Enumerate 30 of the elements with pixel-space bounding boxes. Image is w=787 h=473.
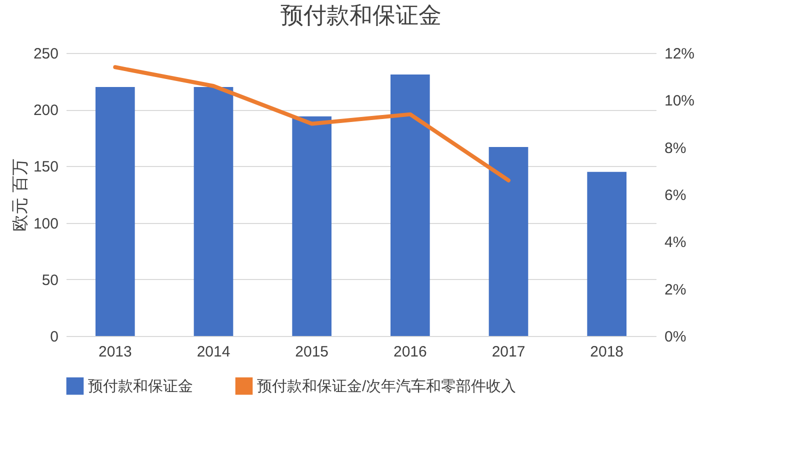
y2-tick-label: 6% <box>664 187 686 204</box>
y-tick-label: 150 <box>33 158 58 176</box>
x-tick-label: 2016 <box>393 344 427 360</box>
y-tick-label: 200 <box>33 102 58 120</box>
x-tick-label: 2017 <box>492 344 526 360</box>
y2-tick-label: 12% <box>664 46 695 62</box>
bar <box>292 116 332 336</box>
bar <box>488 146 528 336</box>
line-series <box>113 65 510 182</box>
y2-tick-label: 2% <box>664 281 686 298</box>
bar <box>587 172 626 336</box>
bar <box>390 74 430 336</box>
bar <box>96 86 135 336</box>
bar <box>194 86 234 336</box>
y-tick-label: 250 <box>33 46 58 62</box>
y-tick-label: 50 <box>42 272 58 289</box>
chart-title: 预付款和保证金 <box>280 2 442 28</box>
y-axis-title: 欧元 百万 <box>10 158 30 232</box>
y2-tick-label: 0% <box>664 328 686 346</box>
x-tick-label: 2018 <box>590 344 624 360</box>
y2-tick-label: 4% <box>664 234 686 252</box>
x-tick-label: 2013 <box>98 344 132 360</box>
legend-label: 预付款和保证金 <box>88 378 193 396</box>
legend-label: 预付款和保证金/次年汽车和零部件收入 <box>257 378 516 396</box>
x-tick-label: 2015 <box>295 344 329 360</box>
y2-tick-label: 10% <box>664 92 695 110</box>
y2-tick-label: 8% <box>664 140 686 157</box>
y-tick-label: 0 <box>50 328 58 346</box>
y-tick-label: 100 <box>33 215 58 232</box>
x-tick-label: 2014 <box>196 344 230 360</box>
